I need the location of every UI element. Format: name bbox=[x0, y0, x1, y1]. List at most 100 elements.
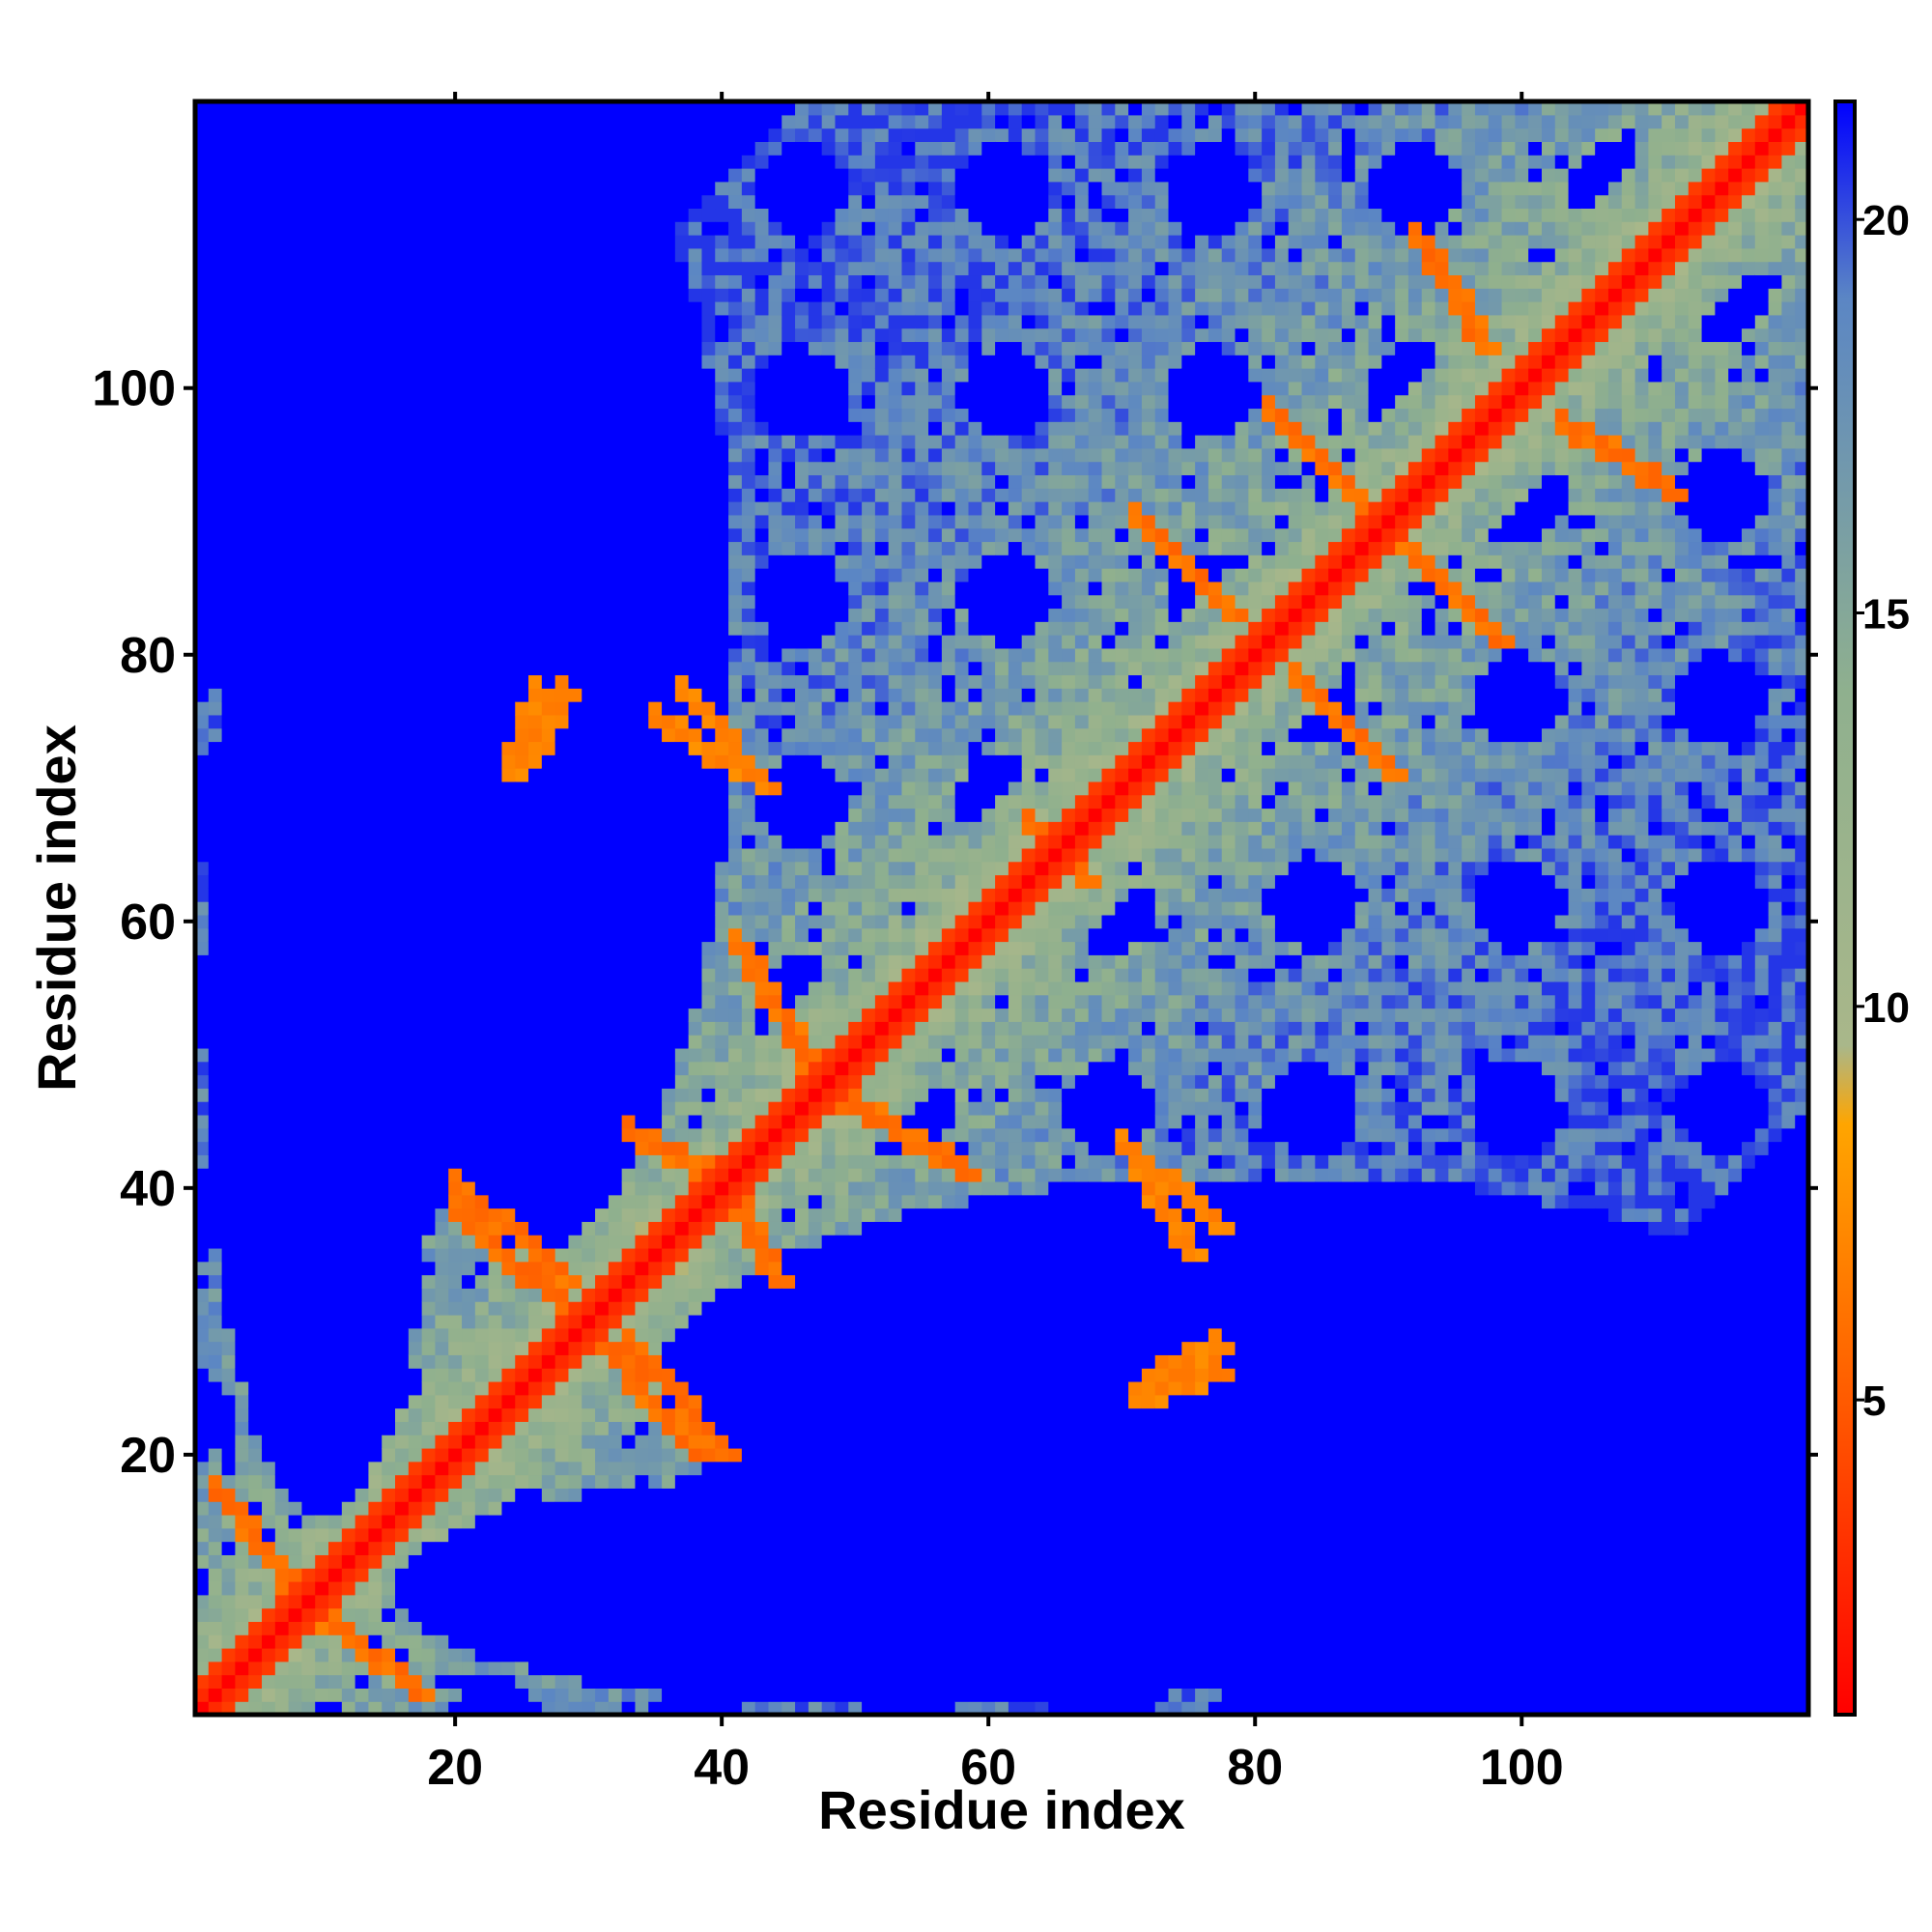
heatmap-cell bbox=[635, 914, 649, 929]
heatmap-cell bbox=[341, 621, 356, 636]
heatmap-cell bbox=[541, 1461, 556, 1476]
heatmap-cell bbox=[662, 1647, 676, 1662]
heatmap-cell bbox=[262, 714, 276, 729]
heatmap-cell bbox=[528, 101, 543, 116]
heatmap-cell bbox=[635, 1688, 649, 1702]
heatmap-cell bbox=[554, 701, 570, 716]
heatmap-cell bbox=[328, 1088, 343, 1102]
heatmap-cell bbox=[274, 1301, 290, 1316]
heatmap-cell bbox=[541, 194, 556, 210]
heatmap-cell bbox=[408, 1447, 423, 1463]
heatmap-cell bbox=[301, 381, 316, 396]
heatmap-cell bbox=[701, 408, 716, 422]
heatmap-cell bbox=[315, 1461, 329, 1476]
heatmap-cell bbox=[235, 1114, 249, 1129]
heatmap-cell bbox=[635, 568, 649, 582]
heatmap-cell bbox=[448, 861, 463, 876]
heatmap-cell bbox=[728, 954, 743, 969]
heatmap-cell bbox=[315, 1594, 329, 1609]
heatmap-cell bbox=[248, 1674, 263, 1689]
heatmap-cell bbox=[421, 1514, 437, 1529]
heatmap-cell bbox=[608, 714, 623, 729]
heatmap-cell bbox=[208, 355, 223, 369]
heatmap-cell bbox=[554, 661, 570, 676]
heatmap-cell bbox=[462, 1607, 476, 1622]
heatmap-cell bbox=[448, 261, 463, 276]
heatmap-cell bbox=[421, 688, 437, 702]
heatmap-cell bbox=[541, 501, 556, 516]
heatmap-cell bbox=[474, 1114, 490, 1129]
heatmap-cell bbox=[315, 288, 329, 302]
heatmap-cell bbox=[382, 954, 396, 969]
heatmap-cell bbox=[462, 1180, 476, 1196]
heatmap-cell bbox=[582, 647, 596, 663]
heatmap-cell bbox=[421, 821, 437, 836]
heatmap-cell bbox=[208, 1594, 223, 1609]
heatmap-cell bbox=[728, 1407, 743, 1422]
heatmap-cell bbox=[701, 1180, 716, 1196]
heatmap-cell bbox=[195, 1527, 210, 1543]
heatmap-cell bbox=[248, 1447, 263, 1463]
heatmap-cell bbox=[301, 421, 316, 436]
heatmap-cell bbox=[715, 327, 729, 343]
heatmap-cell bbox=[435, 274, 449, 289]
heatmap-cell bbox=[435, 594, 449, 610]
heatmap-cell bbox=[195, 808, 210, 822]
heatmap-cell bbox=[395, 1501, 410, 1516]
heatmap-cell bbox=[462, 1168, 476, 1182]
heatmap-cell bbox=[515, 1127, 529, 1143]
heatmap-cell bbox=[462, 1194, 476, 1209]
heatmap-cell bbox=[662, 1701, 676, 1716]
heatmap-cell bbox=[528, 1501, 543, 1516]
heatmap-cell bbox=[715, 1435, 729, 1449]
heatmap-cell bbox=[355, 541, 370, 555]
heatmap-cell bbox=[674, 381, 690, 396]
heatmap-cell bbox=[274, 408, 290, 422]
heatmap-cell bbox=[701, 461, 716, 476]
heatmap-cell bbox=[621, 1541, 637, 1555]
heatmap-cell bbox=[701, 954, 716, 969]
heatmap-cell bbox=[355, 1314, 370, 1329]
heatmap-cell bbox=[382, 1380, 396, 1396]
heatmap-cell bbox=[568, 1514, 582, 1529]
heatmap-cell bbox=[595, 741, 610, 755]
heatmap-cell bbox=[328, 1168, 343, 1182]
heatmap-cell bbox=[355, 1114, 370, 1129]
heatmap-cell bbox=[435, 568, 449, 582]
heatmap-cell bbox=[662, 235, 676, 249]
heatmap-cell bbox=[328, 1074, 343, 1089]
heatmap-cell bbox=[408, 181, 423, 196]
heatmap-cell bbox=[262, 781, 276, 796]
heatmap-cell bbox=[688, 568, 703, 582]
heatmap-cell bbox=[395, 501, 410, 516]
heatmap-cell bbox=[568, 1035, 582, 1049]
heatmap-cell bbox=[221, 914, 236, 929]
heatmap-cell bbox=[288, 1235, 303, 1249]
heatmap-cell bbox=[648, 594, 663, 610]
heatmap-cell bbox=[608, 1674, 623, 1689]
heatmap-cell bbox=[715, 1421, 729, 1435]
heatmap-cell bbox=[715, 1568, 729, 1582]
heatmap-cell bbox=[501, 554, 516, 569]
heatmap-cell bbox=[728, 874, 743, 889]
heatmap-cell bbox=[488, 1580, 503, 1596]
heatmap-cell bbox=[608, 1154, 623, 1169]
heatmap-cell bbox=[448, 394, 463, 410]
heatmap-cell bbox=[635, 1327, 649, 1343]
heatmap-cell bbox=[595, 1688, 610, 1702]
heatmap-cell bbox=[262, 181, 276, 196]
heatmap-cell bbox=[262, 168, 276, 183]
heatmap-cell bbox=[301, 1301, 316, 1316]
heatmap-cell bbox=[435, 1035, 449, 1049]
heatmap-cell bbox=[462, 1114, 476, 1129]
heatmap-cell bbox=[382, 727, 396, 743]
heatmap-cell bbox=[528, 341, 543, 355]
heatmap-cell bbox=[515, 927, 529, 943]
heatmap-cell bbox=[382, 647, 396, 663]
heatmap-cell bbox=[328, 1274, 343, 1289]
heatmap-cell bbox=[221, 768, 236, 782]
heatmap-cell bbox=[688, 980, 703, 996]
heatmap-cell bbox=[421, 1527, 437, 1543]
heatmap-cell bbox=[582, 1247, 596, 1263]
heatmap-cell bbox=[595, 1435, 610, 1449]
